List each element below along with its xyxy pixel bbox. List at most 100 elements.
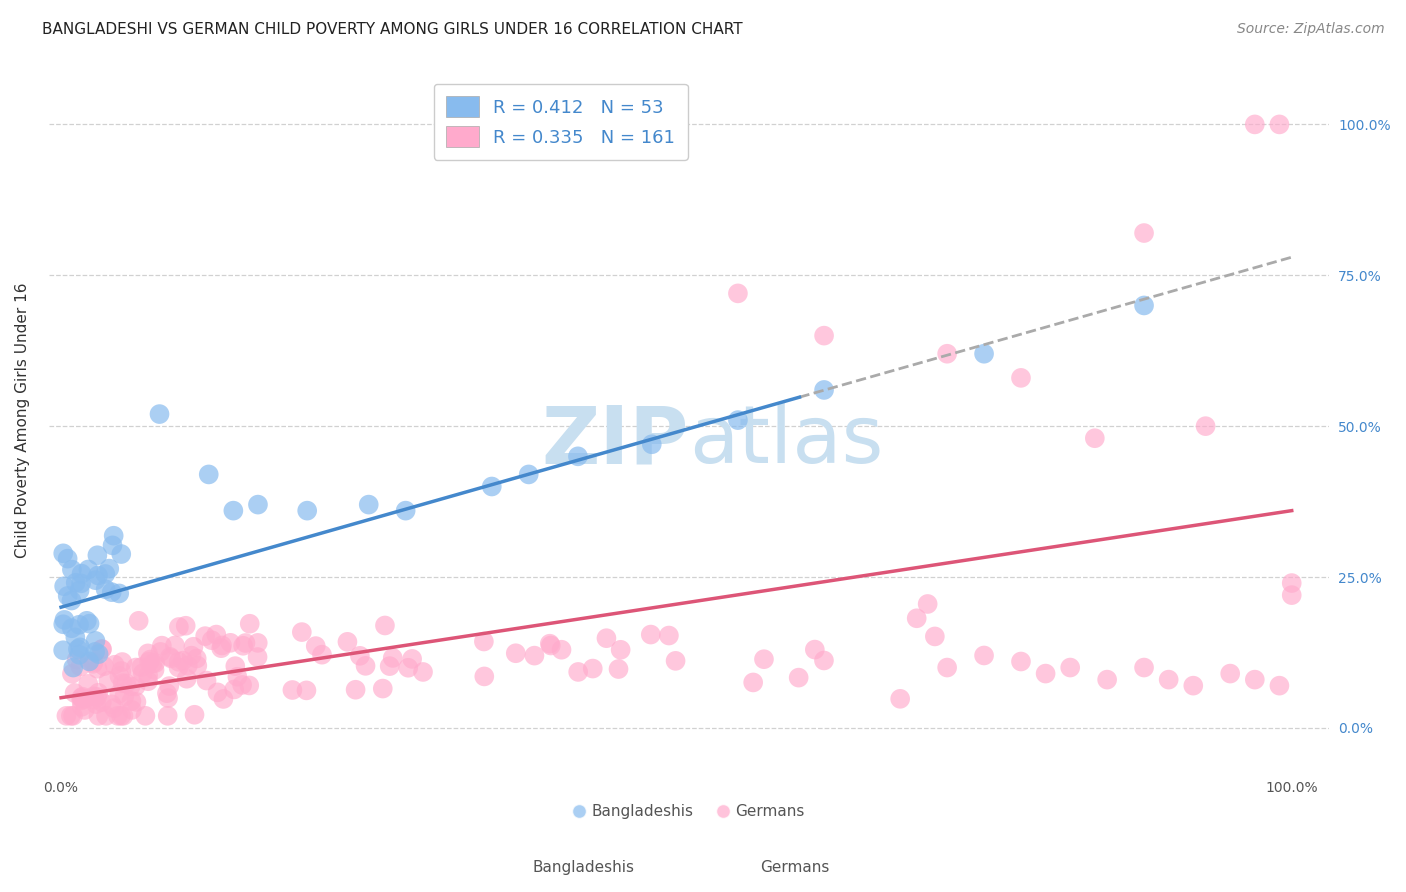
Point: [344, 682, 367, 697]
Point: [194, 629, 217, 643]
Point: [52, 617, 75, 632]
Point: [246, 650, 269, 665]
Text: Bangladeshis: Bangladeshis: [533, 860, 634, 874]
Point: [53, 579, 76, 593]
Point: [87, 568, 110, 582]
Point: [246, 498, 269, 512]
Point: [917, 597, 939, 611]
Point: [94, 566, 117, 581]
Point: [124, 680, 146, 694]
Point: [1243, 117, 1265, 131]
Point: [97, 673, 120, 688]
Point: [349, 648, 371, 663]
Point: [804, 642, 827, 657]
Point: [1084, 431, 1107, 445]
Point: [66, 653, 89, 667]
Point: [176, 672, 198, 686]
Point: [70, 576, 93, 591]
Point: [752, 652, 775, 666]
Point: [70, 566, 93, 581]
Point: [371, 681, 394, 696]
Point: [1010, 655, 1032, 669]
Point: [1194, 419, 1216, 434]
Point: [238, 678, 260, 692]
Point: [640, 627, 662, 641]
Point: [136, 668, 159, 682]
Point: [62, 708, 84, 723]
Point: [52, 643, 75, 657]
Point: [973, 648, 995, 663]
Point: [112, 690, 135, 704]
Point: [72, 690, 94, 704]
Text: ZIP: ZIP: [541, 402, 689, 481]
Point: [174, 618, 197, 632]
Point: [103, 701, 125, 715]
Point: [86, 690, 108, 704]
Point: [1059, 660, 1081, 674]
Point: [201, 633, 224, 648]
Point: [211, 639, 233, 653]
Point: [226, 670, 249, 684]
Point: [60, 593, 83, 607]
Point: [357, 498, 380, 512]
Point: [107, 708, 129, 723]
Point: [180, 648, 202, 663]
Point: [195, 673, 218, 688]
Point: [197, 467, 219, 482]
Point: [82, 657, 104, 671]
Point: [159, 649, 181, 664]
Point: [1243, 673, 1265, 687]
Point: [63, 686, 86, 700]
Point: [1219, 666, 1241, 681]
Point: [1133, 226, 1156, 240]
Point: [609, 642, 631, 657]
Y-axis label: Child Poverty Among Girls Under 16: Child Poverty Among Girls Under 16: [15, 283, 30, 558]
Point: [100, 585, 122, 599]
Point: [472, 669, 495, 683]
Point: [84, 697, 107, 711]
Point: [112, 708, 135, 723]
Point: [157, 691, 180, 706]
Point: [183, 707, 205, 722]
Point: [150, 639, 173, 653]
Point: [125, 695, 148, 709]
Point: [231, 678, 253, 692]
Point: [787, 671, 810, 685]
Point: [77, 677, 100, 691]
Point: [523, 648, 546, 663]
Point: [156, 686, 179, 700]
Point: [129, 660, 152, 674]
Point: [84, 573, 107, 587]
Point: [142, 657, 165, 671]
Point: [134, 708, 156, 723]
Point: [94, 582, 117, 597]
Point: [70, 693, 93, 707]
Point: [177, 658, 200, 673]
Point: [69, 659, 91, 673]
Point: [936, 347, 959, 361]
Point: [172, 654, 194, 668]
Point: [472, 634, 495, 648]
Point: [91, 642, 114, 657]
Point: [55, 708, 77, 723]
Point: [120, 694, 142, 708]
Point: [505, 646, 527, 660]
Point: [395, 503, 418, 517]
Point: [1010, 371, 1032, 385]
Point: [67, 648, 90, 662]
Point: [727, 286, 749, 301]
Point: [60, 621, 83, 635]
Point: [538, 637, 561, 651]
Point: [742, 675, 765, 690]
Point: [336, 635, 359, 649]
Point: [108, 687, 131, 701]
Point: [90, 695, 112, 709]
Point: [67, 617, 90, 632]
Point: [83, 692, 105, 706]
Point: [582, 662, 605, 676]
Text: atlas: atlas: [689, 402, 883, 481]
Point: [889, 691, 911, 706]
Point: [84, 633, 107, 648]
Point: [66, 642, 89, 657]
Point: [103, 529, 125, 543]
